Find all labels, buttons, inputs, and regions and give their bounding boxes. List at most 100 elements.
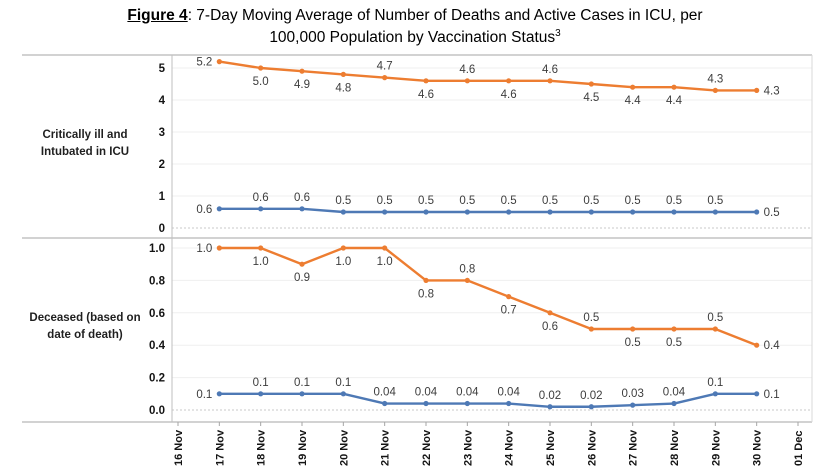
- figure-number-label: Figure 4: [127, 7, 188, 24]
- orange-series-point: [712, 87, 718, 93]
- x-tick-label: 22 Nov: [421, 429, 433, 466]
- data-label: 1.0: [253, 256, 269, 268]
- orange-series-point: [216, 59, 222, 65]
- blue-series-line: [218, 392, 758, 408]
- data-label: 0.5: [666, 195, 682, 207]
- data-label: 0.04: [415, 387, 438, 399]
- blue-series-point: [382, 400, 388, 407]
- data-label: 0.1: [707, 377, 723, 389]
- data-label: 0.5: [583, 195, 599, 207]
- y-tick-label: 0.0: [149, 405, 165, 417]
- data-label: 0.5: [501, 195, 517, 207]
- data-label: 0.02: [580, 390, 602, 402]
- y-tick-label: 0.8: [149, 275, 166, 287]
- blue-series-point: [506, 209, 512, 215]
- x-tick-label: 19 Nov: [297, 429, 309, 466]
- data-label: 0.5: [377, 195, 393, 207]
- blue-series-point: [216, 206, 222, 212]
- data-label: 0.6: [196, 204, 212, 216]
- data-label: 0.03: [621, 388, 643, 400]
- data-label: 0.5: [707, 195, 723, 207]
- x-tick-label: 26 Nov: [586, 429, 598, 466]
- data-label: 0.5: [625, 195, 641, 207]
- blue-series-point: [547, 209, 553, 215]
- blue-series-point: [547, 404, 553, 410]
- blue-series-point: [423, 400, 429, 407]
- orange-series-line: [218, 60, 758, 92]
- blue-series-point: [258, 206, 264, 212]
- data-label: 0.5: [625, 337, 641, 349]
- data-label: 0.5: [459, 195, 475, 207]
- panel-label-deceased-line2: date of death): [47, 328, 123, 341]
- orange-series-point: [630, 84, 636, 90]
- x-tick-label: 29 Nov: [710, 429, 722, 466]
- figure-title-line2: 100,000 Population by Vaccination Status: [269, 29, 556, 47]
- data-label: 0.6: [253, 192, 269, 204]
- data-label: 0.1: [196, 389, 212, 401]
- x-tick-label: 01 Dec: [793, 431, 805, 466]
- orange-series-point: [547, 78, 553, 84]
- data-label: 4.6: [459, 64, 475, 76]
- orange-series-point: [216, 245, 222, 251]
- blue-series-point: [630, 209, 636, 215]
- orange-series-point: [340, 71, 346, 77]
- x-tick-label: 21 Nov: [380, 429, 392, 466]
- y-tick-label: 1.0: [149, 243, 165, 255]
- blue-series-point: [671, 400, 677, 407]
- blue-series-point: [258, 391, 264, 397]
- data-label: 0.7: [501, 305, 517, 317]
- blue-series-point: [588, 404, 594, 410]
- x-tick-label: 18 Nov: [256, 429, 268, 466]
- orange-series-point: [423, 78, 429, 84]
- blue-series-point: [671, 209, 677, 215]
- data-label: 1.0: [377, 256, 393, 268]
- orange-series-point: [382, 245, 388, 251]
- blue-series-point: [423, 209, 429, 215]
- data-label: 0.5: [418, 195, 434, 207]
- data-label: 0.1: [253, 377, 269, 389]
- data-label: 5.0: [253, 76, 269, 88]
- panel-label-deceased-line1: Deceased (based on: [29, 312, 141, 324]
- data-label: 0.6: [294, 192, 310, 204]
- blue-series-point: [712, 209, 718, 215]
- blue-series-point: [299, 391, 305, 397]
- orange-series-point: [671, 326, 677, 332]
- data-label: 0.1: [764, 389, 780, 401]
- data-label: 0.8: [418, 288, 434, 300]
- orange-series-point: [754, 87, 760, 93]
- x-tick-label: 16 Nov: [173, 429, 185, 466]
- data-label: 4.5: [583, 92, 599, 104]
- data-label: 0.1: [294, 377, 310, 389]
- x-tick-label: 20 Nov: [338, 429, 350, 466]
- data-label: 1.0: [196, 243, 212, 255]
- data-label: 4.3: [764, 85, 780, 97]
- orange-series-point: [547, 310, 553, 316]
- orange-series-point: [712, 326, 718, 332]
- footnote-marker: 3: [555, 28, 561, 39]
- data-label: 4.4: [666, 95, 683, 107]
- data-label: 5.2: [196, 57, 212, 69]
- orange-series-point: [464, 78, 470, 84]
- data-label: 0.5: [583, 312, 599, 324]
- panel-label-icu-line2: Intubated in ICU: [40, 145, 130, 158]
- data-label: 0.02: [539, 390, 561, 402]
- blue-series-point: [754, 209, 760, 215]
- blue-series-point: [712, 391, 718, 397]
- orange-series-point: [382, 75, 388, 81]
- data-label: 4.9: [294, 79, 310, 91]
- data-label: 1.0: [335, 256, 351, 268]
- orange-series-point: [506, 294, 512, 300]
- orange-series-point: [340, 245, 346, 251]
- orange-series-point: [588, 326, 594, 332]
- orange-series-point: [423, 277, 429, 283]
- orange-series-point: [464, 277, 470, 283]
- y-tick-label: 5: [159, 63, 166, 75]
- panel-label-deceased: Deceased (based on date of death): [8, 310, 162, 343]
- blue-series-point: [340, 391, 346, 397]
- orange-series-point: [258, 65, 264, 71]
- blue-series-point: [299, 206, 305, 212]
- y-tick-label: 1: [159, 191, 166, 203]
- blue-series-point: [754, 391, 760, 397]
- data-label: 4.8: [335, 82, 351, 94]
